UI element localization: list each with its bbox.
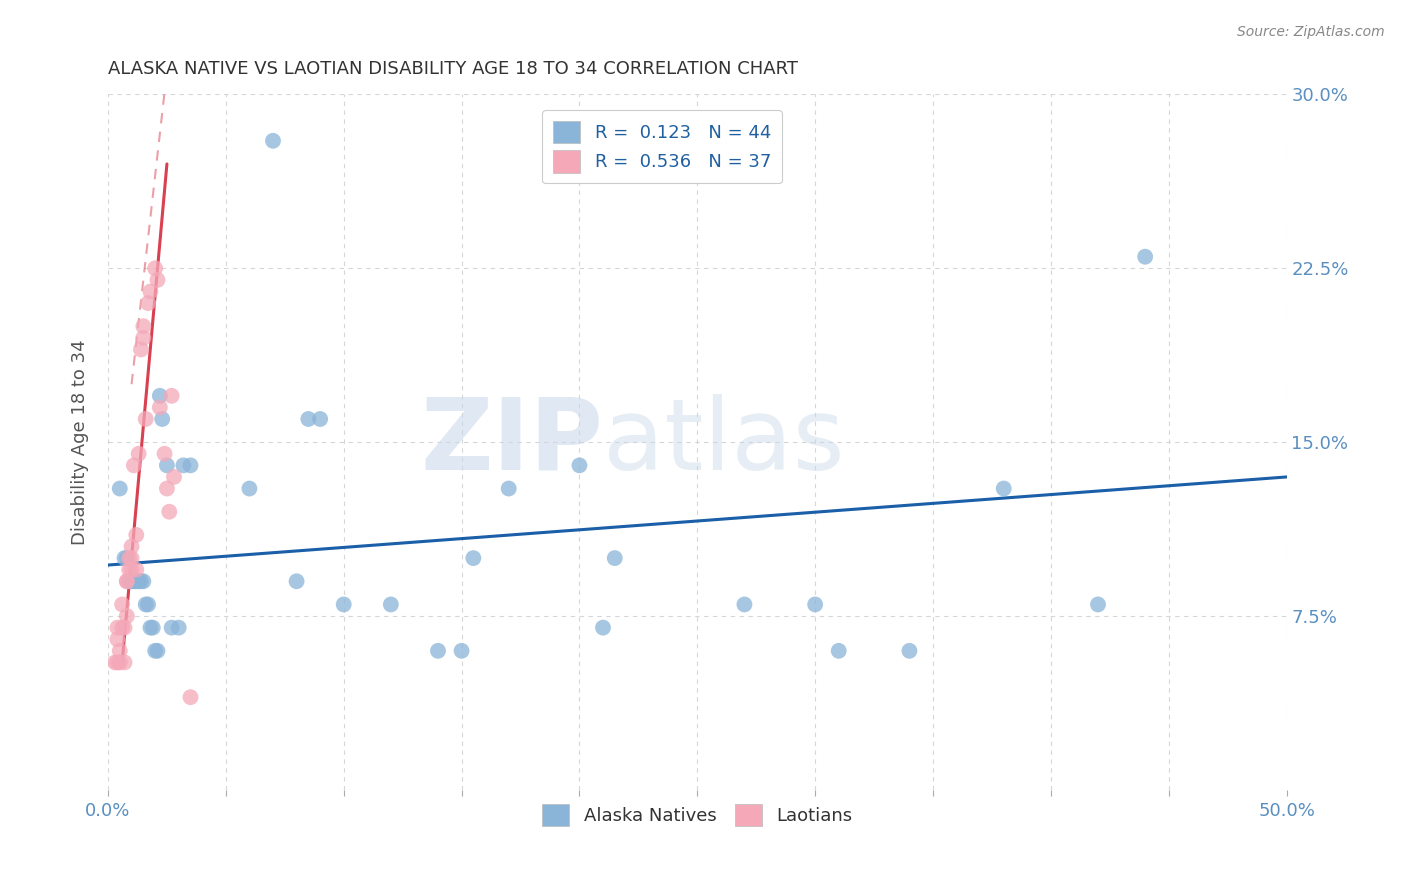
Point — [107, 632, 129, 647]
Text: Source: ZipAtlas.com: Source: ZipAtlas.com — [1237, 25, 1385, 39]
Point — [898, 644, 921, 658]
Point — [118, 551, 141, 566]
Text: ALASKA NATIVE VS LAOTIAN DISABILITY AGE 18 TO 34 CORRELATION CHART: ALASKA NATIVE VS LAOTIAN DISABILITY AGE … — [108, 60, 799, 78]
Point — [733, 598, 755, 612]
Point — [108, 482, 131, 496]
Point — [238, 482, 260, 496]
Point — [156, 482, 179, 496]
Point — [149, 389, 172, 403]
Point — [115, 574, 138, 589]
Point — [122, 574, 145, 589]
Point — [115, 609, 138, 624]
Point — [125, 528, 148, 542]
Point — [603, 551, 626, 566]
Point — [136, 296, 159, 310]
Point — [160, 621, 183, 635]
Point — [498, 482, 520, 496]
Point — [132, 319, 155, 334]
Point — [1087, 598, 1109, 612]
Point — [139, 621, 162, 635]
Point — [380, 598, 402, 612]
Point — [108, 644, 131, 658]
Point — [149, 401, 172, 415]
Point — [592, 621, 614, 635]
Point — [114, 551, 136, 566]
Point — [146, 644, 169, 658]
Point — [114, 656, 136, 670]
Point — [107, 621, 129, 635]
Point — [122, 458, 145, 473]
Point — [107, 656, 129, 670]
Point — [179, 458, 201, 473]
Point — [142, 621, 165, 635]
Point — [111, 598, 134, 612]
Point — [143, 261, 166, 276]
Point — [262, 134, 284, 148]
Text: ZIP: ZIP — [420, 393, 603, 491]
Point — [993, 482, 1015, 496]
Point — [121, 574, 143, 589]
Point — [297, 412, 319, 426]
Point — [172, 458, 194, 473]
Point — [179, 690, 201, 705]
Point — [135, 598, 157, 612]
Point — [1133, 250, 1156, 264]
Point — [114, 621, 136, 635]
Point — [121, 563, 143, 577]
Point — [450, 644, 472, 658]
Point — [136, 598, 159, 612]
Point — [804, 598, 827, 612]
Point — [285, 574, 308, 589]
Point — [163, 470, 186, 484]
Point — [157, 505, 180, 519]
Point — [121, 540, 143, 554]
Point — [129, 574, 152, 589]
Point — [143, 644, 166, 658]
Point — [150, 412, 173, 426]
Point — [427, 644, 450, 658]
Point — [139, 285, 162, 299]
Legend: Alaska Natives, Laotians: Alaska Natives, Laotians — [536, 797, 859, 833]
Point — [108, 656, 131, 670]
Text: atlas: atlas — [603, 393, 845, 491]
Point — [332, 598, 354, 612]
Point — [128, 447, 150, 461]
Point — [104, 656, 127, 670]
Point — [125, 563, 148, 577]
Point — [463, 551, 485, 566]
Point — [115, 574, 138, 589]
Point — [132, 574, 155, 589]
Point — [156, 458, 179, 473]
Point — [118, 574, 141, 589]
Point — [118, 563, 141, 577]
Y-axis label: Disability Age 18 to 34: Disability Age 18 to 34 — [72, 339, 89, 545]
Point — [111, 621, 134, 635]
Point — [132, 331, 155, 345]
Point — [153, 447, 176, 461]
Point — [125, 574, 148, 589]
Point — [309, 412, 332, 426]
Point — [568, 458, 591, 473]
Point — [121, 551, 143, 566]
Point — [160, 389, 183, 403]
Point — [135, 412, 157, 426]
Point — [146, 273, 169, 287]
Point — [115, 551, 138, 566]
Point — [129, 343, 152, 357]
Point — [128, 574, 150, 589]
Point — [828, 644, 851, 658]
Point — [167, 621, 190, 635]
